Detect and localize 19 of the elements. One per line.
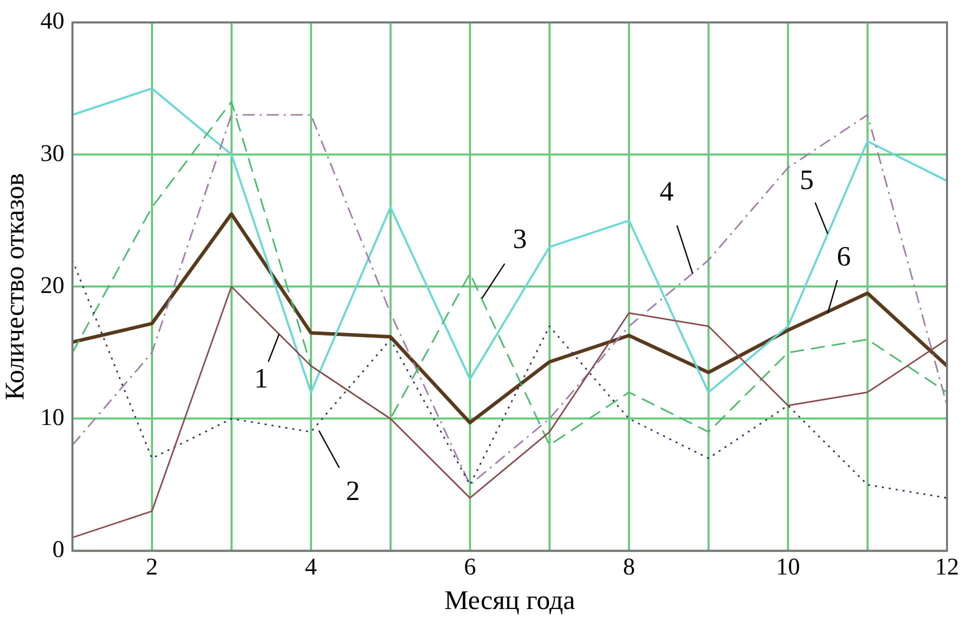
- x-tick-label: 10: [776, 554, 800, 580]
- annotation: 6: [836, 241, 851, 272]
- y-tick-label: 20: [40, 272, 64, 299]
- y-axis-title: Количество отказов: [0, 173, 30, 400]
- x-axis-title: Месяц года: [444, 584, 576, 615]
- annotation: 5: [800, 165, 814, 196]
- annotation: 3: [512, 224, 527, 255]
- annotation: 2: [346, 476, 360, 507]
- y-tick-label: 40: [40, 8, 64, 35]
- x-tick-label: 12: [935, 554, 959, 580]
- x-tick-label: 8: [622, 554, 635, 580]
- y-tick-label: 0: [52, 537, 64, 564]
- y-tick-label: 30: [40, 140, 64, 167]
- x-tick-label: 4: [304, 554, 317, 580]
- x-tick-label: 6: [464, 554, 476, 580]
- annotation: 4: [660, 176, 674, 208]
- y-tick-label: 10: [40, 404, 64, 431]
- x-tick-label: 2: [146, 554, 158, 580]
- annotation: 1: [254, 364, 268, 395]
